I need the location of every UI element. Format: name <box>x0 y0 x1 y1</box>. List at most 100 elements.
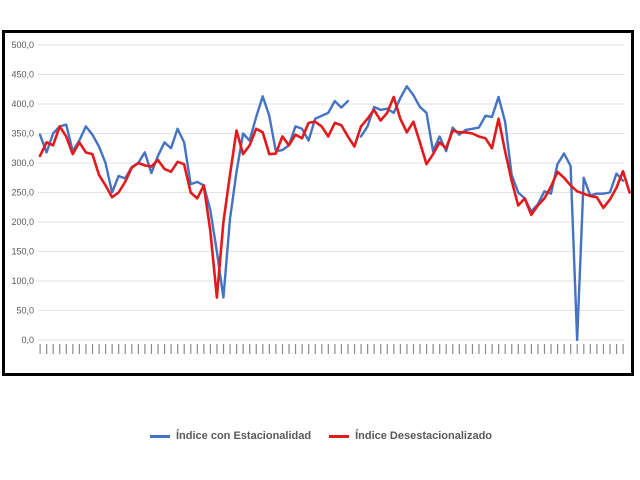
x-tick-mark <box>157 344 159 354</box>
y-axis: 0,0 50,0 100,0 150,0 200,0 250,0 300,0 350,0 400… <box>11 40 34 345</box>
x-tick-mark <box>524 344 526 354</box>
x-tick-mark <box>439 344 441 354</box>
x-tick-mark <box>458 344 460 354</box>
x-tick-mark <box>504 344 506 354</box>
x-tick-mark <box>327 344 329 354</box>
x-tick-mark <box>596 344 598 354</box>
x-tick-mark <box>321 344 323 354</box>
y-tick-label: 100,0 <box>11 276 34 286</box>
x-tick-mark <box>255 344 257 354</box>
x-tick-mark <box>105 344 107 354</box>
x-tick-mark <box>334 344 336 354</box>
x-tick-mark <box>281 344 284 354</box>
x-tick-mark <box>236 344 238 354</box>
x-tick-mark <box>373 344 375 354</box>
x-tick-mark <box>78 344 81 354</box>
x-tick-mark <box>622 344 624 354</box>
x-tick-mark <box>399 344 401 354</box>
x-tick-mark <box>91 344 94 354</box>
x-tick-mark <box>203 344 205 354</box>
x-tick-mark <box>196 344 198 354</box>
legend-label-estacionalidad: Índice con Estacionalidad <box>176 430 312 442</box>
x-tick-mark <box>478 344 480 354</box>
legend-item-desestacionalizado: Índice Desestacionalizado <box>329 430 492 442</box>
x-tick-mark <box>301 344 303 354</box>
x-tick-mark <box>380 344 382 354</box>
x-tick-mark <box>209 344 212 354</box>
x-tick-mark <box>190 344 192 354</box>
x-tick-mark <box>419 344 421 354</box>
x-tick-mark <box>550 344 552 354</box>
x-tick-mark <box>118 344 120 354</box>
x-tick-mark <box>589 344 591 354</box>
x-tick-mark <box>537 344 539 354</box>
x-tick-mark <box>556 344 559 354</box>
x-tick-mark <box>471 344 474 354</box>
y-tick-label: 500,0 <box>11 40 34 50</box>
x-tick-mark <box>65 344 67 354</box>
x-tick-mark <box>137 344 139 354</box>
x-tick-mark <box>170 344 172 354</box>
y-tick-label: 400,0 <box>11 99 34 109</box>
x-tick-mark <box>150 344 153 354</box>
y-tick-label: 0,0 <box>21 335 34 345</box>
x-tick-mark <box>511 344 513 354</box>
legend-swatch-blue <box>150 434 170 438</box>
x-tick-mark <box>131 344 133 354</box>
x-tick-mark <box>570 344 572 354</box>
x-tick-mark <box>452 344 454 354</box>
x-tick-mark <box>609 344 611 354</box>
x-tick-mark <box>563 344 565 354</box>
x-tick-mark <box>59 344 61 354</box>
gridlines <box>38 44 625 341</box>
x-tick-mark <box>465 344 467 354</box>
x-tick-mark <box>144 344 146 354</box>
x-tick-mark <box>491 344 493 354</box>
x-tick-mark <box>183 344 185 354</box>
x-tick-mark <box>98 344 100 354</box>
x-tick-mark <box>425 344 428 354</box>
x-tick-mark <box>412 344 415 354</box>
legend-swatch-red <box>329 434 350 438</box>
x-tick-mark <box>367 344 369 354</box>
chart-frame <box>2 30 634 376</box>
x-tick-mark <box>530 344 532 354</box>
x-tick-mark <box>517 344 519 354</box>
x-tick-mark <box>268 344 270 354</box>
legend: Índice con Estacionalidad Índice Desesta… <box>150 430 492 442</box>
x-tick-mark <box>177 344 179 354</box>
x-tick-mark <box>262 344 264 354</box>
y-tick-label: 250,0 <box>11 188 34 198</box>
series-line-desestacionalizado <box>38 95 631 299</box>
x-tick-mark <box>347 344 349 354</box>
x-tick-mark <box>406 344 408 354</box>
x-tick-mark <box>360 344 362 354</box>
series-lines <box>38 85 631 342</box>
y-tick-label: 350,0 <box>11 129 34 139</box>
x-tick-mark <box>222 344 225 354</box>
x-axis <box>39 344 624 354</box>
x-tick-mark <box>163 344 166 354</box>
y-tick-label: 300,0 <box>11 158 34 168</box>
x-tick-mark <box>340 344 343 354</box>
legend-label-desestacionalizado: Índice Desestacionalizado <box>355 430 493 442</box>
x-tick-mark <box>288 344 290 354</box>
x-tick-mark <box>432 344 434 354</box>
x-tick-mark <box>124 344 126 354</box>
x-tick-mark <box>111 344 113 354</box>
x-tick-mark <box>229 344 231 354</box>
x-tick-mark <box>46 344 48 354</box>
x-tick-mark <box>294 344 297 354</box>
x-tick-mark <box>576 344 578 354</box>
x-tick-mark <box>353 344 356 354</box>
x-tick-mark <box>308 344 310 354</box>
series-line-estacionalidad <box>38 85 625 342</box>
x-tick-mark <box>615 344 618 354</box>
x-tick-mark <box>484 344 487 354</box>
y-tick-label: 150,0 <box>11 247 34 257</box>
x-tick-mark <box>314 344 316 354</box>
x-tick-mark <box>445 344 447 354</box>
x-tick-mark <box>242 344 244 354</box>
x-tick-mark <box>72 344 74 354</box>
